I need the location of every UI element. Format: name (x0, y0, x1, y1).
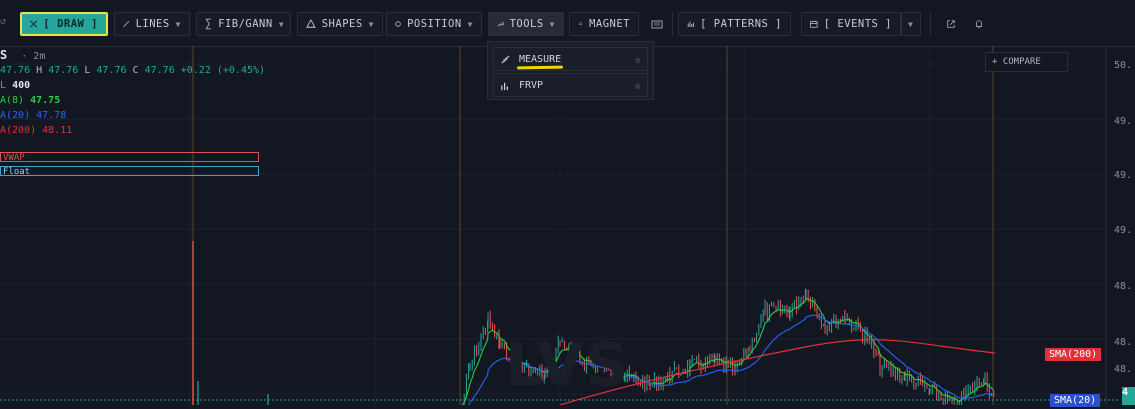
legend-sma200-row: A(200) 48.11 (0, 123, 265, 138)
symbol-watermark: LVS (505, 330, 631, 400)
price-axis-label: 48. (1114, 337, 1133, 348)
legend-ema8-row: A(8) 47.75 (0, 93, 265, 108)
sma20-price-tag: SMA(20) (1050, 394, 1101, 407)
price-axis-label: 49. (1114, 225, 1133, 236)
shapes-button[interactable]: SHAPES ▼ (297, 12, 383, 36)
symbol-label: S (0, 48, 8, 62)
chevron-down-icon: ▼ (467, 19, 473, 29)
toolbar-divider (930, 12, 931, 36)
shapes-icon (306, 19, 316, 28)
events-button-label: [ EVENTS ] (823, 18, 892, 30)
volume-value: 400 (12, 80, 31, 91)
toolbar-divider (672, 12, 673, 36)
close-value: 47.76 (144, 65, 175, 76)
tools-button-label: TOOLS (509, 18, 544, 30)
sma20-line (464, 314, 994, 409)
line-icon (123, 21, 130, 27)
alert-button[interactable] (968, 12, 990, 36)
chevron-down-icon: ▼ (908, 19, 914, 29)
interval-label: · 2m (21, 51, 46, 62)
legend-sma20-row: A(20) 47.78 (0, 108, 265, 123)
open-value: 47.76 (0, 65, 31, 76)
lines-button-label: LINES (135, 18, 170, 30)
keyboard-icon (651, 20, 663, 29)
sma200-value: 48.11 (42, 125, 73, 136)
star-icon[interactable]: ☆ (634, 52, 641, 66)
chart-legend: S · 2m 47.76 H 47.76 L 47.76 C 47.76 +0.… (0, 48, 265, 138)
low-value: 47.76 (96, 65, 127, 76)
legend-symbol-row: S · 2m (0, 48, 265, 63)
sma200-line (559, 339, 996, 406)
sma200-price-tag: SMA(200) (1045, 348, 1102, 361)
events-button[interactable]: [ EVENTS ] (801, 12, 901, 36)
close-label: C (132, 65, 139, 76)
popout-button[interactable] (940, 12, 962, 36)
price-chart[interactable] (0, 46, 1135, 409)
price-axis-label: 49. (1114, 170, 1133, 181)
chart-toolbar: ↺ [ DRAW ] LINES ▼ ∑ FIB/GANN ▼ SHAPES ▼… (0, 0, 1135, 47)
low-label: L (84, 65, 91, 76)
volume-profile-icon (501, 82, 508, 90)
sma20-label: A(20) (0, 110, 31, 121)
price-axis-label: 48. (1114, 281, 1133, 292)
position-button-label: POSITION (407, 18, 462, 30)
chevron-down-icon: ▼ (175, 19, 181, 29)
bell-icon (976, 20, 982, 29)
magnet-icon (578, 21, 583, 26)
crossed-tools-icon (30, 20, 38, 28)
magnet-button[interactable]: MAGNET (569, 12, 639, 36)
toolbar-left-edge-icon[interactable]: ↺ (0, 16, 7, 27)
menu-item-measure-label: MEASURE (519, 53, 562, 65)
chevron-down-icon: ▼ (549, 19, 555, 29)
calendar-icon (810, 20, 818, 28)
menu-item-frvp[interactable]: FRVP ☆ (493, 73, 648, 97)
change-value: +0.22 (+0.45%) (180, 65, 266, 76)
external-link-icon (947, 20, 955, 28)
ema8-line (461, 297, 995, 406)
fib-gann-button-label: FIB/GANN (218, 18, 273, 30)
price-axis-label: 48. (1114, 364, 1133, 375)
tools-dropdown-menu: MEASURE ☆ FRVP ☆ (487, 41, 654, 100)
fib-gann-button[interactable]: ∑ FIB/GANN ▼ (196, 12, 291, 36)
crosshair-icon (395, 20, 402, 28)
sma200-label: A(200) (0, 125, 37, 136)
keyboard-button[interactable] (645, 12, 669, 36)
star-icon[interactable]: ☆ (634, 78, 641, 92)
price-axis-label: 50. (1114, 60, 1133, 71)
magnet-button-label: MAGNET (589, 18, 630, 30)
chevron-down-icon: ▼ (368, 19, 374, 29)
patterns-button-label: [ PATTERNS ] (700, 18, 782, 30)
menu-item-measure[interactable]: MEASURE ☆ (493, 47, 648, 71)
lines-button[interactable]: LINES ▼ (114, 12, 190, 36)
ema8-label: A(8) (0, 95, 25, 106)
legend-ohlc-row: 47.76 H 47.76 L 47.76 C 47.76 +0.22 (+0.… (0, 63, 265, 78)
ruler-icon (501, 54, 510, 64)
wrench-icon (497, 22, 504, 27)
price-axis-label: 49. (1114, 116, 1133, 127)
bar-chart-icon (687, 21, 694, 27)
shapes-button-label: SHAPES (321, 18, 363, 30)
tools-button[interactable]: TOOLS ▼ (488, 12, 564, 36)
last-price-tag: 4 (1122, 387, 1135, 405)
high-label: H (36, 65, 43, 76)
sigma-icon: ∑ (205, 17, 213, 30)
vwap-indicator-row[interactable]: VWAP (0, 152, 259, 163)
chart-canvas (0, 46, 1120, 409)
volume-prefix: L (0, 80, 7, 91)
patterns-button[interactable]: [ PATTERNS ] (678, 12, 791, 36)
draw-button-label: [ DRAW ] (43, 18, 98, 30)
float-indicator-row[interactable]: Float (0, 166, 259, 177)
menu-item-frvp-label: FRVP (519, 79, 544, 91)
chevron-down-icon: ▼ (278, 19, 285, 29)
sma20-value: 47.78 (36, 110, 67, 121)
legend-volume-row: L 400 (0, 78, 265, 93)
compare-button[interactable]: + COMPARE (985, 52, 1068, 72)
events-dropdown-button[interactable]: ▼ (901, 12, 921, 36)
position-button[interactable]: POSITION ▼ (386, 12, 482, 36)
draw-button[interactable]: [ DRAW ] (20, 12, 108, 36)
ema8-value: 47.75 (30, 95, 61, 106)
high-value: 47.76 (48, 65, 79, 76)
